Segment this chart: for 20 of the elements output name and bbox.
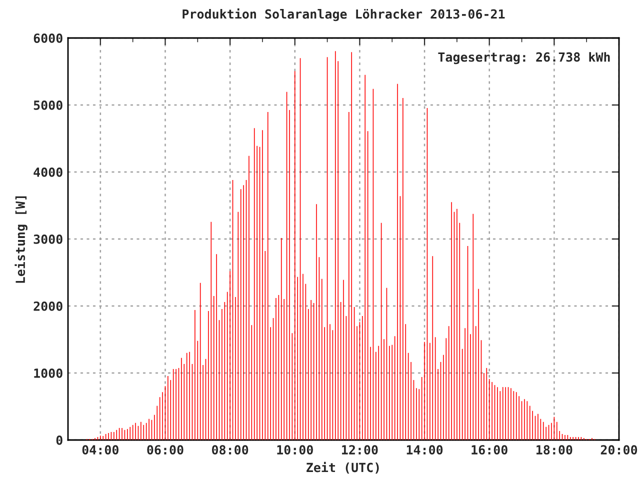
x-tick-label: 20:00 — [600, 445, 638, 455]
x-tick-label: 14:00 — [406, 445, 443, 455]
y-tick-label: 0 — [56, 435, 62, 445]
y-tick-label: 2000 — [34, 301, 62, 311]
x-tick-label: 04:00 — [82, 445, 118, 455]
annotation: Tagesertrag: 26.738 kWh — [438, 52, 610, 64]
x-tick-label: 18:00 — [536, 445, 572, 455]
y-tick-label: 6000 — [34, 33, 62, 43]
y-tick-label: 3000 — [34, 234, 62, 244]
chart-title: Produktion Solaranlage Löhracker 2013-06-21 — [182, 8, 505, 22]
y-tick-label: 5000 — [34, 100, 62, 110]
x-tick-label: 12:00 — [342, 445, 378, 455]
y-tick-label: 1000 — [34, 368, 62, 378]
y-axis-title: Leistung [W] — [14, 196, 28, 283]
y-tick-label: 4000 — [34, 167, 62, 177]
x-axis-title: Zeit (UTC) — [306, 462, 379, 474]
x-tick-label: 06:00 — [147, 445, 184, 455]
x-tick-label: 08:00 — [212, 445, 248, 455]
x-tick-label: 10:00 — [277, 445, 313, 455]
x-tick-label: 16:00 — [472, 445, 508, 455]
